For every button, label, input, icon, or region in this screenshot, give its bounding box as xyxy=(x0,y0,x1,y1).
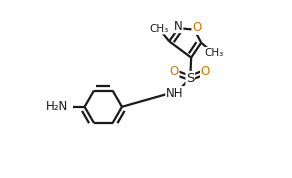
Text: O: O xyxy=(170,65,179,78)
Text: CH₃: CH₃ xyxy=(205,48,224,57)
Text: NH: NH xyxy=(166,87,183,100)
Text: S: S xyxy=(186,72,194,85)
Text: O: O xyxy=(192,21,201,34)
Text: H₂N: H₂N xyxy=(46,100,68,113)
Text: CH₃: CH₃ xyxy=(149,24,168,34)
Text: O: O xyxy=(201,65,210,78)
Text: N: N xyxy=(174,20,183,33)
